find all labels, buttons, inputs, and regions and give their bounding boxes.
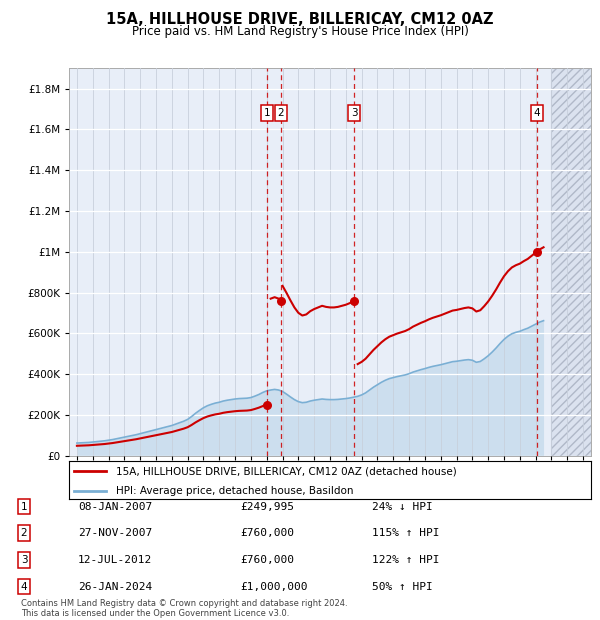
Text: Contains HM Land Registry data © Crown copyright and database right 2024.
This d: Contains HM Land Registry data © Crown c… [21, 599, 347, 618]
Text: £249,995: £249,995 [240, 502, 294, 512]
Bar [551, 68, 591, 456]
Bar [551, 68, 591, 456]
Text: 4: 4 [20, 582, 28, 591]
Text: 2: 2 [278, 108, 284, 118]
Text: 15A, HILLHOUSE DRIVE, BILLERICAY, CM12 0AZ (detached house): 15A, HILLHOUSE DRIVE, BILLERICAY, CM12 0… [116, 466, 457, 476]
Text: 122% ↑ HPI: 122% ↑ HPI [372, 555, 439, 565]
Text: 3: 3 [351, 108, 358, 118]
Text: 115% ↑ HPI: 115% ↑ HPI [372, 528, 439, 538]
Text: HPI: Average price, detached house, Basildon: HPI: Average price, detached house, Basi… [116, 485, 353, 495]
Point [276, 296, 286, 306]
Text: 27-NOV-2007: 27-NOV-2007 [78, 528, 152, 538]
Point [349, 296, 359, 306]
Text: £1,000,000: £1,000,000 [240, 582, 308, 591]
Text: £760,000: £760,000 [240, 528, 294, 538]
Text: £760,000: £760,000 [240, 555, 294, 565]
Text: 26-JAN-2024: 26-JAN-2024 [78, 582, 152, 591]
Point [262, 400, 272, 410]
Text: 15A, HILLHOUSE DRIVE, BILLERICAY, CM12 0AZ: 15A, HILLHOUSE DRIVE, BILLERICAY, CM12 0… [106, 12, 494, 27]
Text: 3: 3 [20, 555, 28, 565]
Text: Price paid vs. HM Land Registry's House Price Index (HPI): Price paid vs. HM Land Registry's House … [131, 25, 469, 38]
Text: 4: 4 [533, 108, 540, 118]
Text: 24% ↓ HPI: 24% ↓ HPI [372, 502, 433, 512]
Text: 50% ↑ HPI: 50% ↑ HPI [372, 582, 433, 591]
Text: 1: 1 [20, 502, 28, 512]
Text: 12-JUL-2012: 12-JUL-2012 [78, 555, 152, 565]
Point [532, 247, 542, 257]
Text: 2: 2 [20, 528, 28, 538]
Text: 08-JAN-2007: 08-JAN-2007 [78, 502, 152, 512]
Text: 1: 1 [264, 108, 271, 118]
